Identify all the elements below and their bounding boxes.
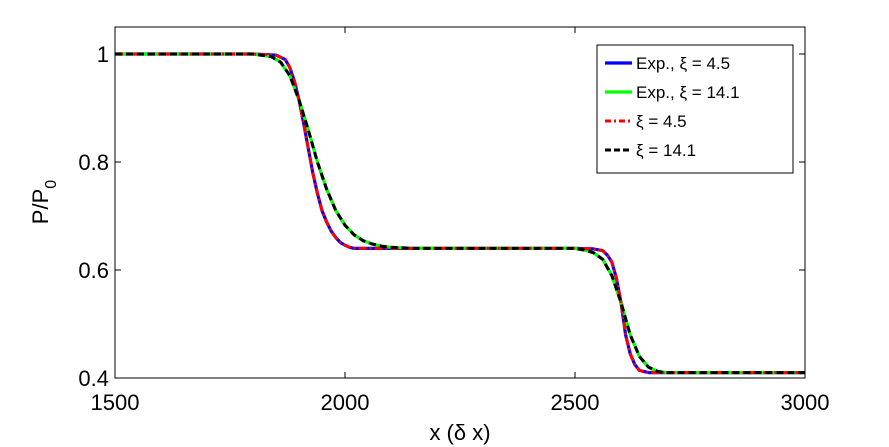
- y-tick-label: 0.4: [78, 366, 109, 391]
- y-tick-label: 0.6: [78, 258, 109, 283]
- legend-label-1: Exp., ξ = 4.5: [636, 54, 730, 73]
- legend-label-2: Exp., ξ = 14.1: [636, 83, 740, 102]
- series-line-4: [115, 52, 805, 375]
- x-tick-label: 2000: [321, 390, 370, 415]
- y-tick-label: 0.8: [78, 150, 109, 175]
- x-tick-label: 2500: [551, 390, 600, 415]
- y-axis-label: P/P0: [28, 180, 60, 224]
- x-tick-label: 1500: [91, 390, 140, 415]
- ticks-layer: 1500 2000 2500 3000 0.4 0.6 0.8 1: [78, 27, 829, 415]
- legend-label-4: ξ = 14.1: [636, 141, 696, 160]
- legend: Exp., ξ = 4.5 Exp., ξ = 14.1 ξ = 4.5 ξ = 14…: [596, 44, 794, 174]
- x-axis-label: x (δ x): [429, 420, 490, 445]
- y-axis-label-subscript: 0: [43, 180, 60, 189]
- legend-label-3: ξ = 4.5: [636, 112, 687, 131]
- x-tick-label: 3000: [781, 390, 830, 415]
- plot-frame: [114, 26, 806, 379]
- legend-box: [596, 44, 794, 174]
- series-line-3: [115, 52, 805, 375]
- y-axis-label-main: P/P: [28, 189, 53, 224]
- series-layer: [115, 52, 805, 375]
- y-tick-label: 1: [97, 42, 109, 67]
